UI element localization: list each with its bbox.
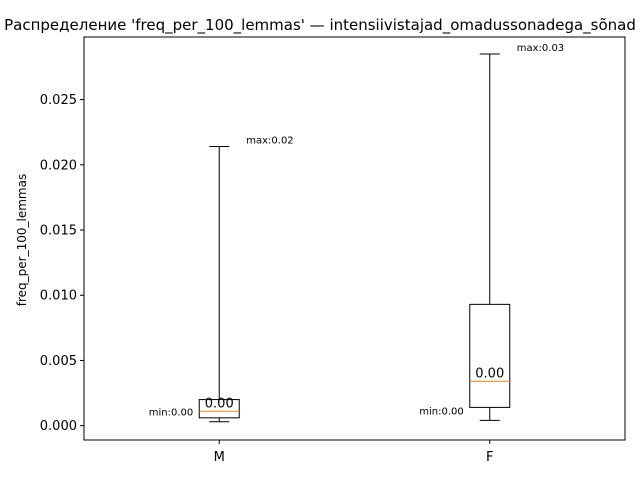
median-label: 0.00	[205, 396, 234, 411]
y-tick-label: 0.000	[40, 419, 77, 434]
box-iqr	[469, 303, 511, 408]
y-tick-label: 0.005	[40, 354, 77, 369]
min-annotation: min:0.00	[419, 406, 464, 417]
median-label: 0.00	[475, 366, 504, 381]
chart-title: Распределение 'freq_per_100_lemmas' — in…	[4, 16, 636, 35]
y-tick-label: 0.020	[40, 158, 77, 173]
plot-area: 0.000 0.005 0.010 0.015 0.020 0.025 0.00 min:0.…	[40, 43, 564, 465]
y-tick-label: 0.025	[40, 93, 77, 108]
min-annotation: min:0.00	[149, 408, 194, 419]
y-axis-label: freq_per_100_lemmas	[15, 174, 29, 306]
y-tick-label: 0.015	[40, 224, 77, 239]
x-tick-label: M	[214, 450, 225, 465]
y-tick-label: 0.010	[40, 289, 77, 304]
max-annotation: max:0.03	[517, 43, 564, 54]
box-iqr	[198, 399, 240, 419]
plot-frame	[83, 36, 626, 441]
x-tick-label: F	[486, 450, 493, 465]
max-annotation: max:0.02	[246, 136, 293, 147]
